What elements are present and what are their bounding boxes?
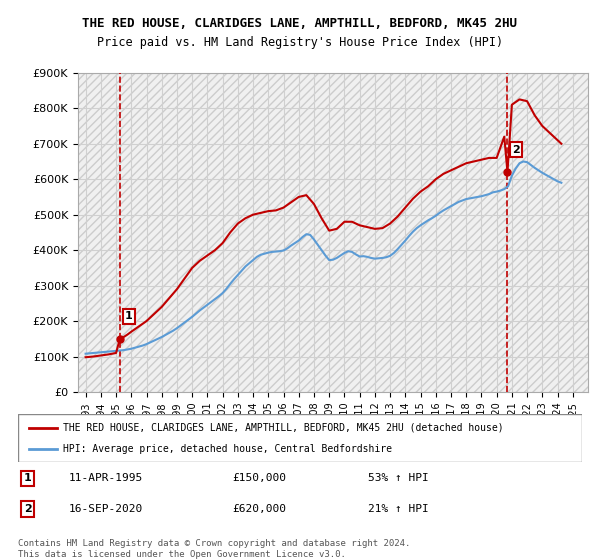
Text: £150,000: £150,000 (232, 473, 286, 483)
Text: 53% ↑ HPI: 53% ↑ HPI (368, 473, 428, 483)
Text: 21% ↑ HPI: 21% ↑ HPI (368, 504, 428, 514)
Text: 1: 1 (125, 311, 133, 321)
Text: 2: 2 (512, 144, 520, 155)
Text: 16-SEP-2020: 16-SEP-2020 (69, 504, 143, 514)
Text: THE RED HOUSE, CLARIDGES LANE, AMPTHILL, BEDFORD, MK45 2HU: THE RED HOUSE, CLARIDGES LANE, AMPTHILL,… (83, 17, 517, 30)
Text: Price paid vs. HM Land Registry's House Price Index (HPI): Price paid vs. HM Land Registry's House … (97, 36, 503, 49)
Text: Contains HM Land Registry data © Crown copyright and database right 2024.: Contains HM Land Registry data © Crown c… (18, 539, 410, 548)
Text: This data is licensed under the Open Government Licence v3.0.: This data is licensed under the Open Gov… (18, 550, 346, 559)
Text: 11-APR-1995: 11-APR-1995 (69, 473, 143, 483)
Text: THE RED HOUSE, CLARIDGES LANE, AMPTHILL, BEDFORD, MK45 2HU (detached house): THE RED HOUSE, CLARIDGES LANE, AMPTHILL,… (63, 423, 504, 433)
Text: 1: 1 (23, 473, 31, 483)
Text: 2: 2 (23, 504, 31, 514)
FancyBboxPatch shape (18, 414, 582, 462)
Text: £620,000: £620,000 (232, 504, 286, 514)
Text: HPI: Average price, detached house, Central Bedfordshire: HPI: Average price, detached house, Cent… (63, 444, 392, 454)
